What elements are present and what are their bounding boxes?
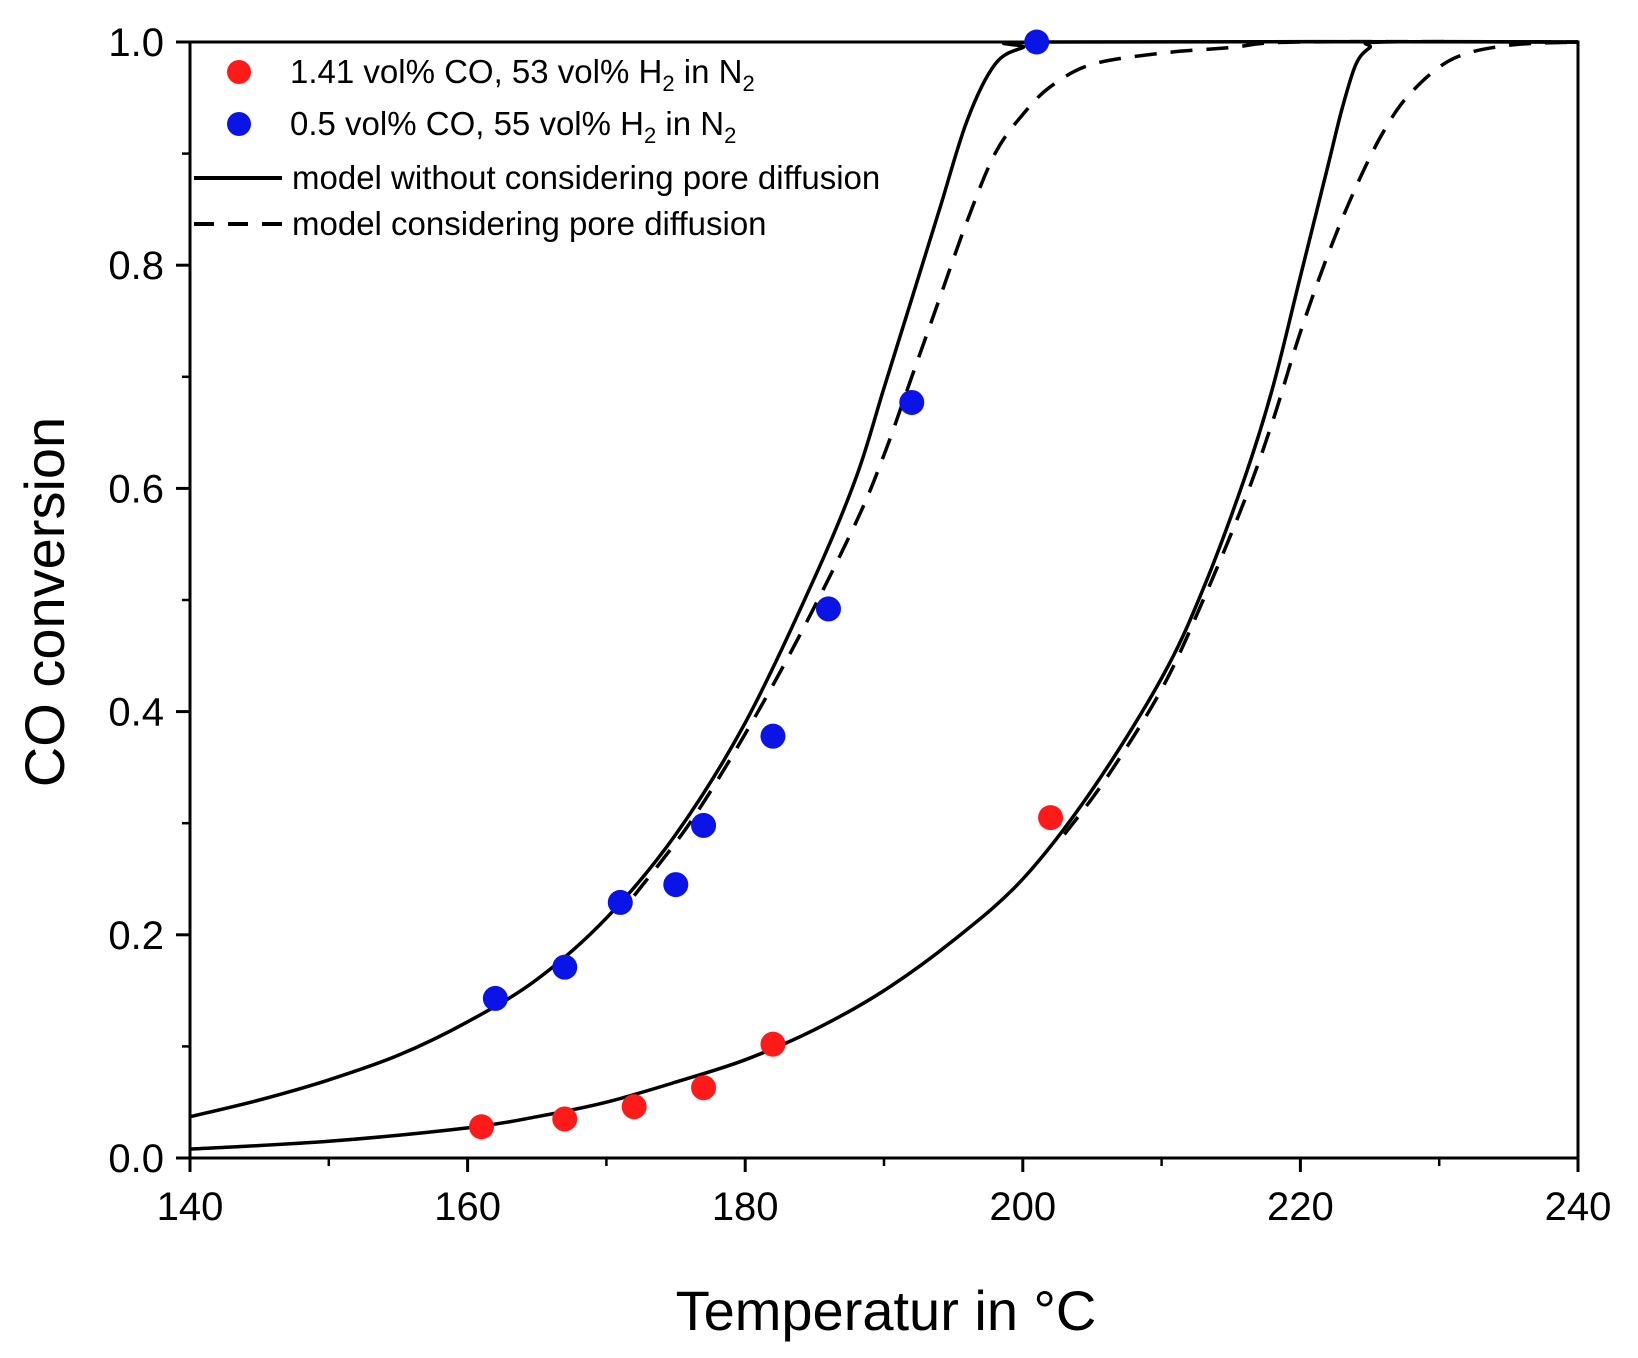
legend-label-solid: model without considering pore diffusion bbox=[292, 159, 880, 196]
y-tick-label: 0.4 bbox=[108, 691, 164, 735]
red-data-point bbox=[691, 1075, 717, 1101]
y-tick-label: 0.2 bbox=[108, 914, 164, 958]
x-tick-label: 180 bbox=[712, 1185, 779, 1229]
x-tick-label: 140 bbox=[157, 1185, 224, 1229]
x-tick-label: 220 bbox=[1267, 1185, 1334, 1229]
blue-data-point bbox=[691, 812, 717, 838]
dashed-model-curve-3 bbox=[1063, 40, 1579, 836]
data-points bbox=[468, 29, 1064, 1140]
dashed-model-curve-1 bbox=[632, 39, 1579, 897]
legend-label-dashed: model considering pore diffusion bbox=[292, 205, 767, 242]
axis-ticks bbox=[176, 40, 1580, 1172]
blue-data-point bbox=[815, 596, 841, 622]
solid-model-curve-0 bbox=[189, 39, 1579, 1119]
legend: 1.41 vol% CO, 53 vol% H2 in N2 0.5 vol% … bbox=[194, 53, 880, 242]
red-data-point bbox=[760, 1031, 786, 1057]
x-axis-title: Temperatur in °C bbox=[676, 1279, 1097, 1342]
x-tick-label: 160 bbox=[434, 1185, 501, 1229]
legend-label-red: 1.41 vol% CO, 53 vol% H2 in N2 bbox=[290, 53, 755, 96]
axis-tick-labels: 140 160 180 200 220 240 0.0 0.2 0.4 0.6 0.8 1.0 bbox=[108, 21, 1611, 1229]
legend-marker-blue bbox=[227, 112, 251, 136]
y-tick-label: 1.0 bbox=[108, 21, 164, 65]
red-data-point bbox=[468, 1114, 494, 1140]
y-tick-label: 0.8 bbox=[108, 244, 164, 288]
blue-data-point bbox=[1024, 29, 1050, 55]
red-data-point bbox=[621, 1094, 647, 1120]
x-tick-label: 200 bbox=[989, 1185, 1056, 1229]
red-data-point bbox=[1038, 805, 1064, 831]
y-tick-label: 0.6 bbox=[108, 467, 164, 511]
blue-data-point bbox=[663, 872, 689, 898]
legend-marker-red bbox=[227, 60, 251, 84]
blue-data-point bbox=[482, 985, 508, 1011]
blue-data-point bbox=[760, 723, 786, 749]
red-data-point bbox=[552, 1106, 578, 1132]
blue-data-point bbox=[607, 889, 633, 915]
x-tick-label: 240 bbox=[1545, 1185, 1612, 1229]
blue-data-point bbox=[899, 389, 925, 415]
y-tick-label: 0.0 bbox=[108, 1137, 164, 1181]
y-axis-title: CO conversion bbox=[13, 417, 76, 787]
blue-data-point bbox=[552, 954, 578, 980]
legend-label-blue: 0.5 vol% CO, 55 vol% H2 in N2 bbox=[290, 105, 736, 148]
